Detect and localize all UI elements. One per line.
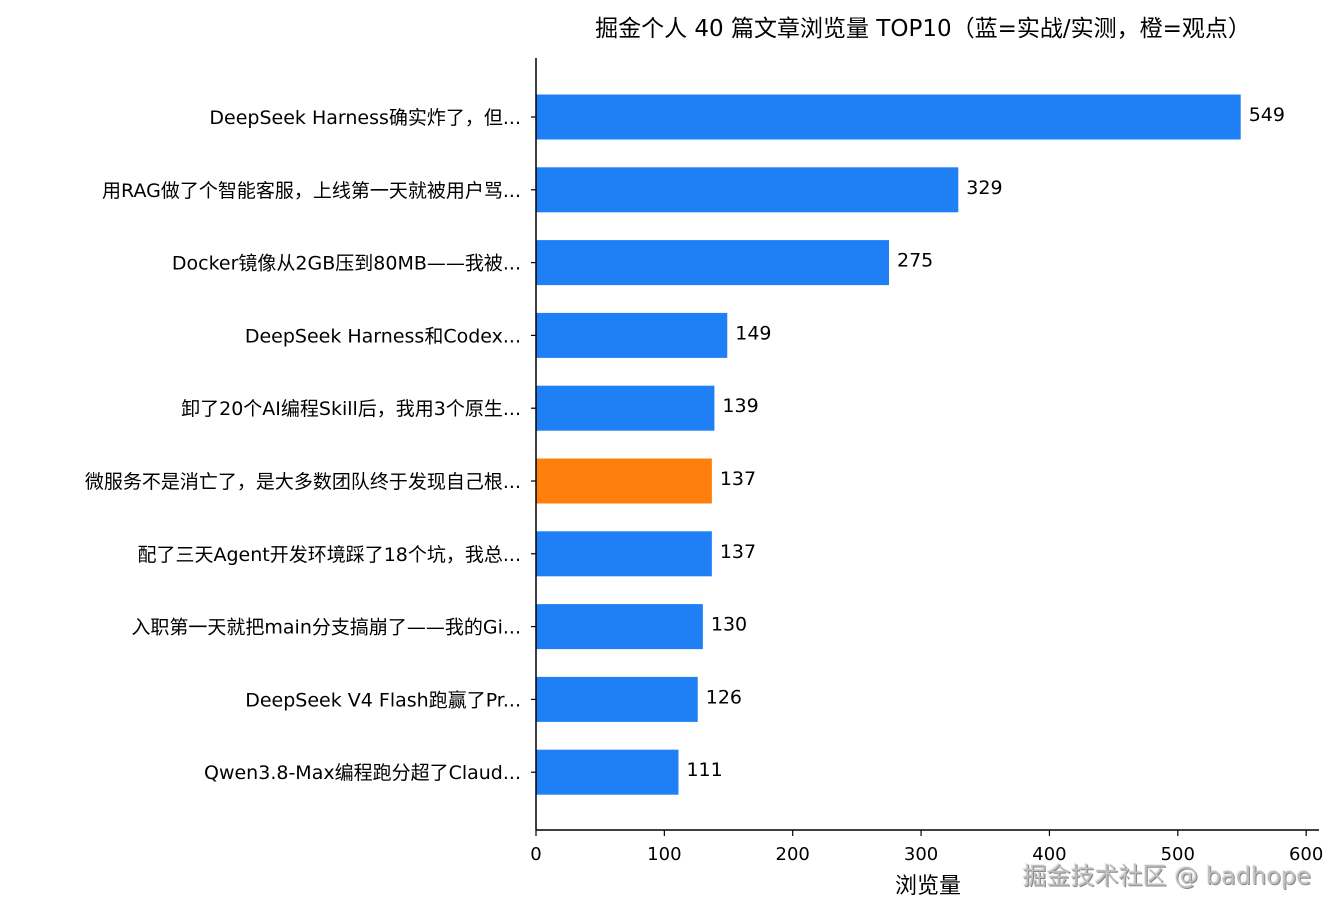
x-tick-label-0: 0 [530, 844, 541, 865]
bar-8 [536, 604, 703, 650]
bar-9 [536, 676, 698, 722]
bar-1 [536, 94, 1241, 140]
x-tick-label-500: 500 [1161, 844, 1195, 865]
category-label-8: 入职第一天就把main分支搞崩了——我的Gi... [131, 617, 521, 639]
category-label-7: 配了三天Agent开发环境踩了18个坑，我总... [137, 544, 521, 566]
chart-title: 掘金个人 40 篇文章浏览量 TOP10（蓝=实战/实测，橙=观点） [595, 16, 1251, 42]
x-tick-label-400: 400 [1032, 844, 1066, 865]
category-label-2: 用RAG做了个智能客服，上线第一天就被用户骂... [102, 180, 521, 202]
value-label-2: 329 [966, 177, 1002, 199]
category-label-6: 微服务不是消亡了，是大多数团队终于发现自己根... [85, 471, 521, 493]
category-label-1: DeepSeek Harness确实炸了，但... [209, 107, 521, 129]
category-label-9: DeepSeek V4 Flash跑赢了Pr... [245, 689, 521, 711]
axes-group: DeepSeek Harness确实炸了，但... 用RAG做了个智能客服，上线第… [85, 58, 1323, 865]
category-label-10: Qwen3.8-Max编程跑分超了Claud... [204, 762, 521, 784]
category-label-5: 卸了20个AI编程Skill后，我用3个原生... [181, 398, 521, 420]
bars-group: 549 329 275 149 139 137 137 130 126 111 [536, 94, 1285, 795]
x-axis-label: 浏览量 [895, 874, 961, 899]
value-label-6: 137 [720, 468, 756, 490]
value-label-4: 149 [735, 322, 771, 344]
value-label-10: 111 [686, 759, 722, 781]
watermark: 掘金技术社区 @ badhope [1022, 862, 1311, 890]
bar-4 [536, 312, 728, 358]
value-label-3: 275 [897, 250, 933, 272]
value-label-8: 130 [711, 614, 747, 636]
value-label-1: 549 [1249, 104, 1285, 126]
category-label-4: DeepSeek Harness和Codex... [245, 325, 521, 347]
value-label-7: 137 [720, 541, 756, 563]
x-tick-label-100: 100 [647, 844, 681, 865]
category-label-3: Docker镜像从2GB压到80MB——我被... [172, 253, 521, 275]
bar-2 [536, 167, 959, 213]
bar-7 [536, 531, 712, 577]
bar-6 [536, 458, 712, 504]
value-label-9: 126 [706, 686, 742, 708]
bar-5 [536, 385, 715, 431]
x-tick-label-600: 600 [1289, 844, 1323, 865]
x-tick-label-300: 300 [904, 844, 938, 865]
value-label-5: 139 [722, 395, 758, 417]
x-tick-label-200: 200 [776, 844, 810, 865]
bar-10 [536, 749, 679, 795]
bar-3 [536, 240, 889, 286]
